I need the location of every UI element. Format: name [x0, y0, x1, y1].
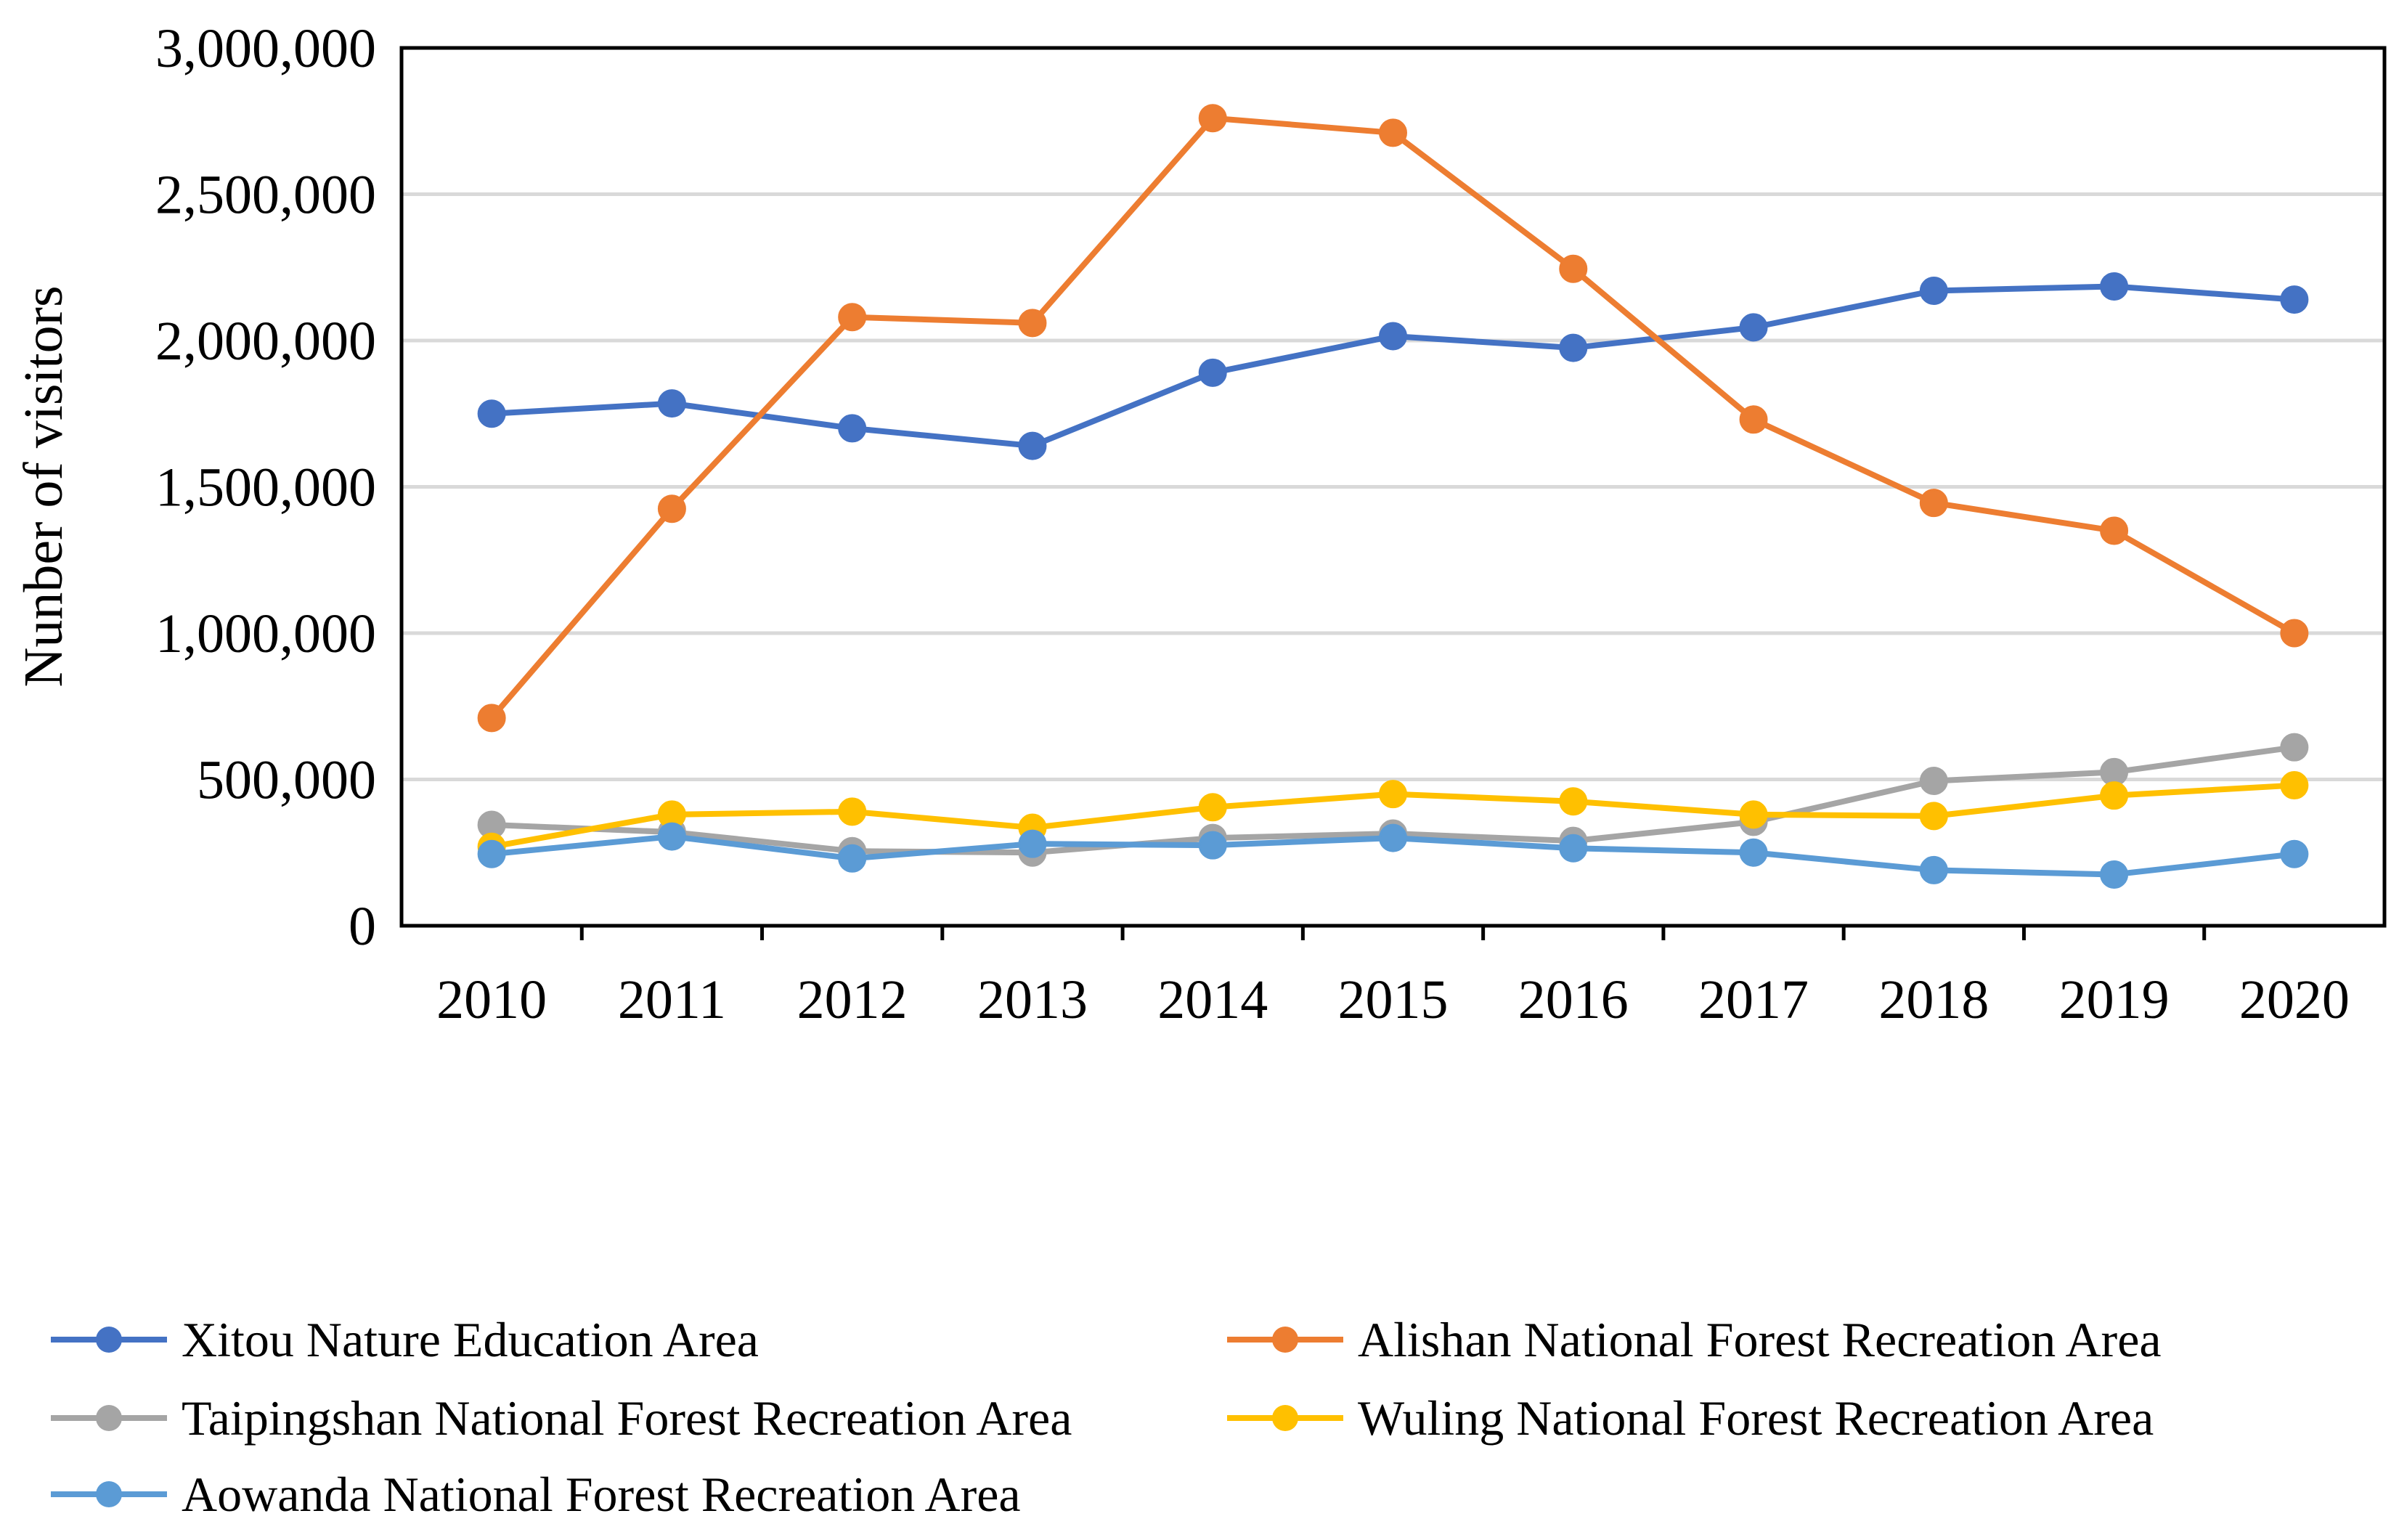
data-point — [1018, 829, 1047, 858]
series-alishan-national-forest-recreation-area — [477, 104, 2309, 733]
data-point — [1018, 309, 1047, 338]
data-point — [1198, 831, 1227, 860]
data-point — [657, 494, 686, 523]
series-aowanda-national-forest-recreation-area — [477, 822, 2309, 889]
legend-marker — [96, 1405, 122, 1431]
x-tick-label: 2016 — [1518, 969, 1629, 1030]
data-point — [1018, 431, 1047, 460]
x-tick-label: 2015 — [1338, 969, 1449, 1030]
y-tick-label: 2,000,000 — [155, 311, 376, 372]
legend-item: Wuling National Forest Recreation Area — [1227, 1390, 2154, 1446]
data-point — [2280, 771, 2309, 800]
x-tick-label: 2014 — [1157, 969, 1268, 1030]
legend-marker — [96, 1481, 122, 1507]
series-lines — [477, 104, 2309, 889]
data-point — [657, 389, 686, 418]
data-point — [1559, 787, 1588, 816]
data-point — [1379, 780, 1407, 809]
data-point — [1739, 405, 1768, 434]
data-point — [838, 414, 867, 443]
data-point — [1379, 322, 1407, 351]
x-tick-label: 2011 — [618, 969, 726, 1030]
x-tick-label: 2010 — [436, 969, 547, 1030]
data-point — [1379, 118, 1407, 147]
data-point — [838, 303, 867, 332]
series-wuling-national-forest-recreation-area — [477, 771, 2309, 861]
legend: Xitou Nature Education Area Alishan Natio… — [51, 1312, 2162, 1522]
legend-label: Alishan National Forest Recreation Area — [1358, 1312, 2162, 1367]
data-point — [1919, 489, 1948, 518]
data-point — [1198, 104, 1227, 133]
data-point — [2100, 860, 2129, 889]
legend-item: Xitou Nature Education Area — [51, 1312, 759, 1367]
x-tick-label: 2013 — [977, 969, 1088, 1030]
legend-label: Taipingshan National Forest Recreation A… — [182, 1390, 1072, 1446]
data-point — [2280, 839, 2309, 868]
data-point — [657, 822, 686, 851]
data-point — [477, 704, 506, 733]
data-point — [838, 797, 867, 826]
data-point — [1559, 834, 1588, 863]
y-axis-tick-labels: 0 500,000 1,000,000 1,500,000 2,000,000 2,500… — [155, 18, 376, 957]
data-point — [2100, 781, 2129, 810]
plot-area-frame — [399, 46, 2387, 928]
x-tick-label: 2020 — [2239, 969, 2350, 1030]
y-tick-label: 2,500,000 — [155, 165, 376, 226]
legend-marker — [96, 1327, 122, 1353]
data-point — [2100, 272, 2129, 301]
legend-label: Aowanda National Forest Recreation Area — [182, 1467, 1021, 1522]
legend-label: Wuling National Forest Recreation Area — [1358, 1390, 2154, 1446]
data-point — [2280, 285, 2309, 314]
legend-item: Alishan National Forest Recreation Area — [1227, 1312, 2162, 1367]
y-tick-label: 0 — [349, 896, 376, 957]
data-point — [1919, 767, 1948, 796]
x-axis-tick-labels: 2010 2011 2012 2013 2014 2015 2016 2017 2018 2019… — [436, 969, 2350, 1030]
x-tick-label: 2019 — [2059, 969, 2170, 1030]
data-point — [1739, 838, 1768, 867]
y-tick-label: 500,000 — [197, 750, 376, 811]
data-point — [477, 399, 506, 428]
legend-marker — [1272, 1405, 1298, 1431]
data-point — [1919, 855, 1948, 884]
data-point — [1739, 800, 1768, 829]
data-point — [1919, 802, 1948, 831]
legend-marker — [1272, 1327, 1298, 1353]
data-point — [477, 839, 506, 868]
data-point — [1559, 333, 1588, 362]
legend-item: Taipingshan National Forest Recreation A… — [51, 1390, 1072, 1446]
x-tick-label: 2017 — [1698, 969, 1809, 1030]
data-point — [1739, 313, 1768, 342]
data-point — [1559, 254, 1588, 283]
series-xitou-nature-education-area — [477, 272, 2309, 460]
data-point — [2100, 757, 2129, 786]
y-tick-label: 3,000,000 — [155, 18, 376, 79]
y-tick-label: 1,500,000 — [155, 457, 376, 518]
y-tick-label: 1,000,000 — [155, 603, 376, 664]
data-point — [2100, 516, 2129, 545]
data-point — [1198, 358, 1227, 387]
gridlines — [402, 192, 2384, 781]
data-point — [1379, 823, 1407, 852]
data-point — [1198, 793, 1227, 822]
data-point — [2280, 619, 2309, 648]
x-tick-label: 2012 — [797, 969, 908, 1030]
data-point — [2280, 733, 2309, 762]
legend-item: Aowanda National Forest Recreation Area — [51, 1467, 1021, 1522]
data-point — [1919, 276, 1948, 305]
x-axis-tick-marks — [579, 926, 2207, 940]
legend-label: Xitou Nature Education Area — [182, 1312, 759, 1367]
data-point — [838, 844, 867, 873]
y-axis-title: Nunber of visitors — [13, 285, 74, 687]
series-line — [491, 283, 2295, 449]
x-tick-label: 2018 — [1878, 969, 1989, 1030]
